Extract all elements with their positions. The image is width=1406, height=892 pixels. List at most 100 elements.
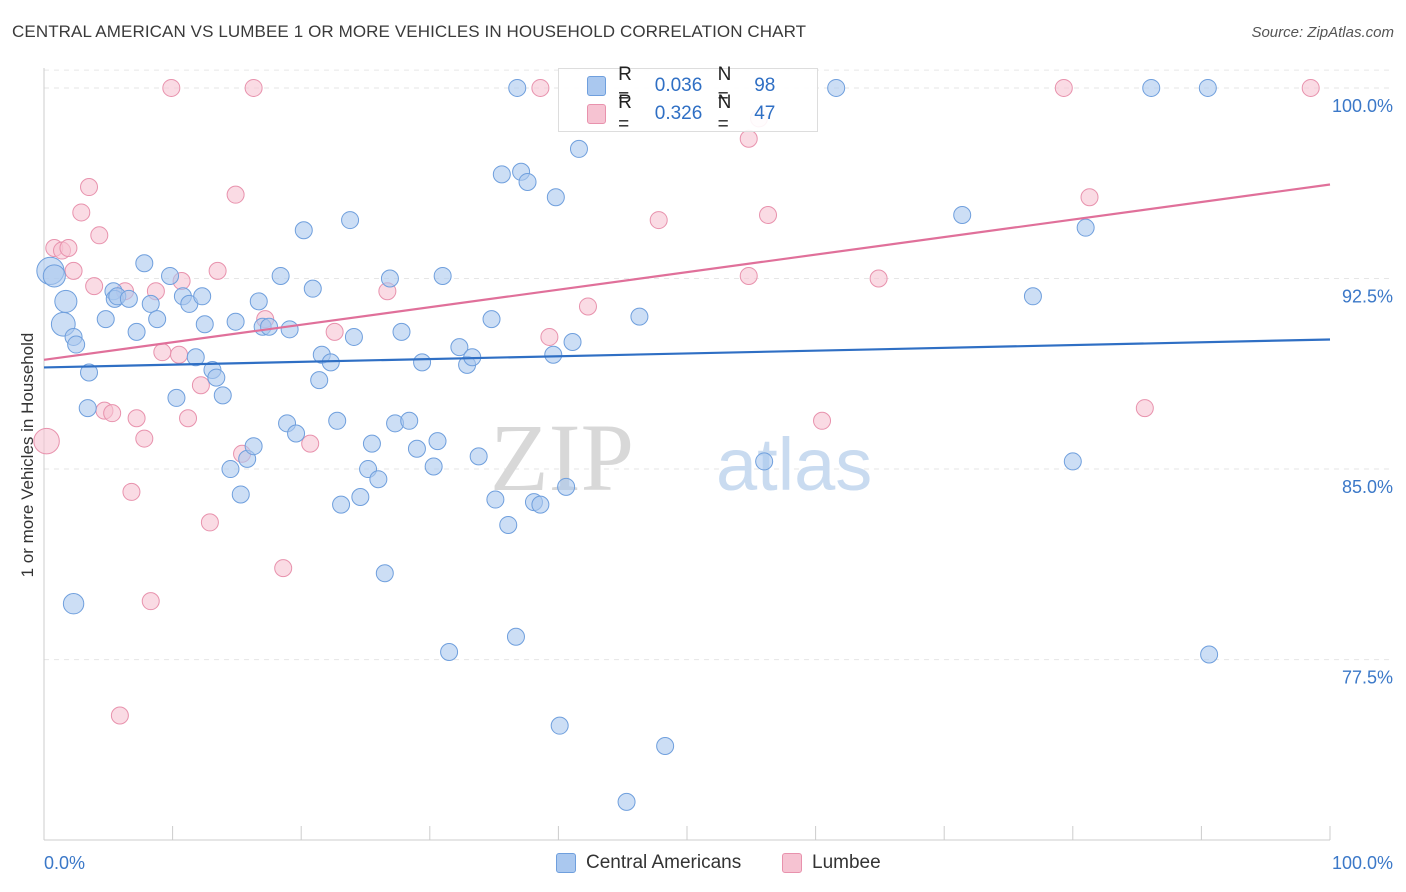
central-american-point bbox=[569, 139, 588, 158]
watermark-zip: ZIP bbox=[490, 404, 634, 511]
lumbee-point bbox=[301, 434, 320, 453]
central-american-point bbox=[148, 310, 167, 329]
central-american-trend-line bbox=[43, 338, 1331, 369]
x-tick-label: 100.0% bbox=[1332, 853, 1393, 873]
central-american-point bbox=[260, 317, 279, 336]
y-axis-label: 1 or more Vehicles in Household bbox=[18, 332, 37, 578]
central-american-points bbox=[36, 78, 1219, 811]
central-american-point bbox=[141, 294, 160, 313]
central-american-point bbox=[310, 371, 329, 390]
lumbee-point bbox=[85, 277, 104, 296]
bottom-legend-label: Lumbee bbox=[812, 852, 881, 873]
central-american-point bbox=[413, 353, 432, 372]
legend-n-label: N = bbox=[717, 92, 732, 135]
central-american-point bbox=[1063, 452, 1082, 471]
central-american-point bbox=[362, 434, 381, 453]
bottom-swatch-pink bbox=[782, 853, 802, 873]
lumbee-point bbox=[90, 226, 109, 245]
central-american-point bbox=[195, 315, 214, 334]
central-american-point bbox=[428, 432, 447, 451]
central-american-point bbox=[244, 437, 263, 456]
lumbee-point bbox=[531, 78, 550, 97]
central-american-point bbox=[280, 320, 299, 339]
central-american-point bbox=[656, 736, 675, 755]
lumbee-point bbox=[141, 592, 160, 611]
y-tick-label: 77.5% bbox=[1342, 668, 1393, 688]
lumbee-point bbox=[153, 343, 172, 362]
central-american-point bbox=[78, 399, 97, 418]
central-american-point bbox=[231, 485, 250, 504]
central-american-point bbox=[62, 593, 85, 615]
lumbee-point bbox=[127, 409, 146, 428]
central-american-point bbox=[213, 386, 232, 405]
legend-n-value: 98 bbox=[754, 75, 776, 96]
central-american-point bbox=[221, 460, 240, 479]
central-american-point bbox=[369, 470, 388, 489]
legend-swatch-blue bbox=[587, 76, 607, 96]
lumbee-trend-line bbox=[43, 183, 1331, 361]
central-american-point bbox=[1142, 78, 1161, 97]
central-american-point bbox=[271, 266, 290, 285]
watermark-atlas: atlas bbox=[716, 423, 872, 506]
lumbee-point bbox=[170, 345, 189, 364]
central-american-point bbox=[518, 172, 537, 191]
lumbee-point bbox=[759, 205, 778, 224]
central-american-point bbox=[1076, 218, 1095, 237]
central-american-point bbox=[127, 322, 146, 341]
lumbee-point bbox=[1054, 78, 1073, 97]
lumbee-point bbox=[135, 429, 154, 448]
lumbee-point bbox=[64, 261, 83, 280]
central-american-point bbox=[1200, 645, 1219, 664]
central-american-point bbox=[42, 264, 66, 288]
central-american-point bbox=[827, 78, 846, 97]
legend-r-label: R = bbox=[618, 92, 632, 135]
lumbee-point bbox=[162, 78, 181, 97]
central-american-point bbox=[617, 792, 636, 811]
bottom-legend-central-americans: Central Americans bbox=[556, 852, 741, 874]
central-american-point bbox=[433, 266, 452, 285]
central-american-point bbox=[482, 310, 501, 329]
central-american-point bbox=[67, 335, 86, 354]
central-american-point bbox=[1023, 287, 1042, 306]
central-american-point bbox=[380, 269, 399, 288]
trend-lines bbox=[43, 183, 1331, 369]
y-tick-label: 92.5% bbox=[1342, 287, 1393, 307]
lumbee-point bbox=[80, 178, 99, 197]
central-american-point bbox=[161, 266, 180, 285]
legend-row-central-americans: R = 0.036 N = 98 bbox=[559, 64, 817, 107]
lumbee-point bbox=[274, 559, 293, 578]
grid-lines bbox=[44, 69, 1390, 661]
central-american-point bbox=[630, 307, 649, 326]
central-american-point bbox=[54, 289, 78, 313]
central-american-point bbox=[119, 289, 138, 308]
central-american-point bbox=[1198, 78, 1217, 97]
central-american-point bbox=[557, 477, 576, 496]
lumbee-point bbox=[110, 706, 129, 725]
central-american-point bbox=[294, 221, 313, 240]
lumbee-point bbox=[869, 269, 888, 288]
chart-title: CENTRAL AMERICAN VS LUMBEE 1 OR MORE VEH… bbox=[12, 22, 807, 41]
chart-source: Source: ZipAtlas.com bbox=[1251, 24, 1394, 41]
legend-r-label: R = bbox=[618, 64, 632, 107]
y-tick-label: 85.0% bbox=[1342, 477, 1393, 497]
lumbee-point bbox=[103, 404, 122, 423]
legend-swatch-pink bbox=[587, 104, 607, 124]
central-american-point bbox=[287, 424, 306, 443]
central-american-point bbox=[424, 457, 443, 476]
lumbee-point bbox=[540, 327, 559, 346]
central-american-point bbox=[80, 363, 99, 382]
lumbee-point bbox=[1301, 78, 1320, 97]
x-tick-label: 0.0% bbox=[44, 853, 85, 873]
lumbee-point bbox=[578, 297, 597, 316]
bottom-legend-lumbee: Lumbee bbox=[782, 852, 881, 874]
central-american-point bbox=[400, 411, 419, 430]
lumbee-point bbox=[72, 203, 91, 222]
legend-r-value: 0.326 bbox=[654, 103, 703, 124]
central-american-point bbox=[167, 388, 186, 407]
central-american-point bbox=[193, 287, 212, 306]
bottom-legend-label: Central Americans bbox=[586, 852, 742, 873]
bottom-swatch-blue bbox=[556, 853, 576, 873]
central-american-point bbox=[531, 495, 550, 514]
central-american-point bbox=[499, 515, 518, 534]
